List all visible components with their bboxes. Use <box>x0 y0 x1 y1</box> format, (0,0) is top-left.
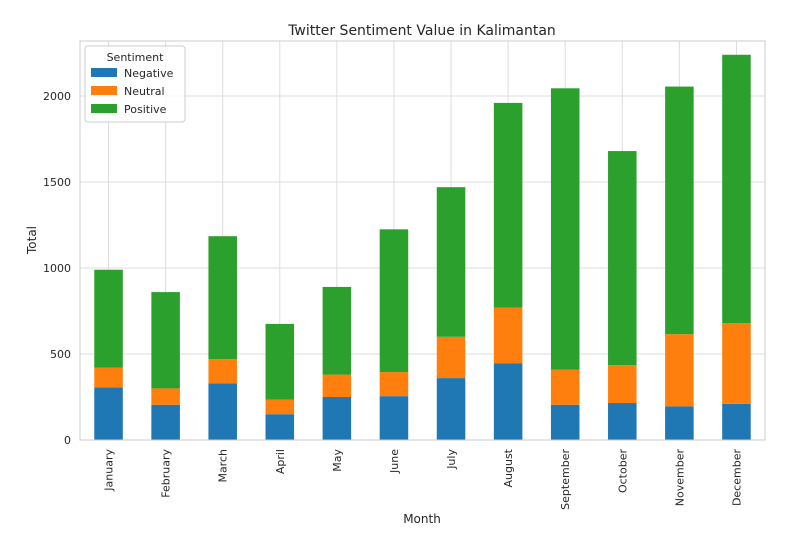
bar-positive-october <box>608 151 637 366</box>
xtick-layer: January February March April May June July Augu… <box>103 448 744 509</box>
ytick-layer: 0 500 1000 1500 2000 <box>43 90 71 447</box>
bar-neutral-february <box>151 388 180 405</box>
bar-positive-august <box>493 102 523 308</box>
bar-negative-october <box>608 403 637 440</box>
bar-positive-march <box>208 236 237 360</box>
x-tick-label: January <box>103 449 116 492</box>
bar-negative-june <box>379 396 409 440</box>
legend-label-positive: Positive <box>124 103 167 116</box>
x-tick-label: November <box>673 449 686 507</box>
bar-positive-september <box>550 88 580 370</box>
y-axis-label: Total <box>25 226 39 255</box>
bar-positive-november <box>665 86 694 335</box>
bar-neutral-july <box>436 336 466 379</box>
plot-frame <box>79 40 766 441</box>
bar-negative-november <box>665 406 694 440</box>
bar-negative-march <box>208 383 237 440</box>
bar-positive-january <box>94 269 123 368</box>
x-axis-label: Month <box>403 512 441 526</box>
bar-neutral-december <box>722 323 751 404</box>
bar-negative-may <box>322 397 352 440</box>
bar-neutral-august <box>493 307 523 364</box>
legend-swatch-positive <box>91 104 117 113</box>
bar-negative-january <box>94 387 123 440</box>
chart-title: Twitter Sentiment Value in Kalimantan <box>287 23 556 39</box>
bar-positive-june <box>379 229 409 373</box>
bar-positive-may <box>322 286 352 375</box>
bar-positive-july <box>436 187 466 337</box>
bar-positive-december <box>722 54 751 324</box>
bar-neutral-june <box>379 372 409 397</box>
bar-positive-april <box>265 323 295 400</box>
bar-neutral-november <box>665 334 694 407</box>
x-tick-label: July <box>445 449 458 470</box>
y-tick-label: 2000 <box>43 90 71 103</box>
bar-negative-august <box>493 363 523 440</box>
y-tick-label: 500 <box>50 348 71 361</box>
legend-label-negative: Negative <box>124 67 174 80</box>
x-tick-label: April <box>274 449 287 474</box>
bar-neutral-march <box>208 359 237 384</box>
x-tick-label: August <box>502 448 515 487</box>
legend-title: Sentiment <box>107 51 165 64</box>
x-tick-label: May <box>331 449 344 472</box>
bar-negative-december <box>722 403 751 440</box>
bar-positive-february <box>151 292 180 389</box>
legend-box <box>84 45 186 123</box>
x-tick-label: March <box>217 449 230 483</box>
bar-negative-april <box>265 414 295 440</box>
y-tick-label: 1000 <box>43 262 71 275</box>
bar-neutral-april <box>265 399 295 415</box>
x-tick-label: June <box>388 449 401 474</box>
legend-label-neutral: Neutral <box>124 85 165 98</box>
bar-neutral-october <box>608 365 637 404</box>
x-tick-label: September <box>559 449 572 510</box>
x-tick-label: October <box>616 449 629 493</box>
legend-swatch-negative <box>91 68 117 77</box>
legend-swatch-neutral <box>91 86 117 95</box>
bar-neutral-may <box>322 374 352 398</box>
bar-neutral-january <box>94 367 123 388</box>
y-tick-label: 1500 <box>43 176 71 189</box>
y-tick-label: 0 <box>64 434 71 447</box>
x-tick-label: February <box>160 449 173 498</box>
bar-neutral-september <box>550 369 580 405</box>
bars-layer <box>94 54 751 440</box>
legend-items: Negative Neutral Positive <box>91 67 174 116</box>
bar-negative-february <box>151 404 180 440</box>
x-tick-label: December <box>730 449 743 507</box>
legend: Sentiment Negative Neutral Positive <box>84 45 186 123</box>
bar-negative-july <box>436 378 466 440</box>
bar-negative-september <box>550 404 580 440</box>
